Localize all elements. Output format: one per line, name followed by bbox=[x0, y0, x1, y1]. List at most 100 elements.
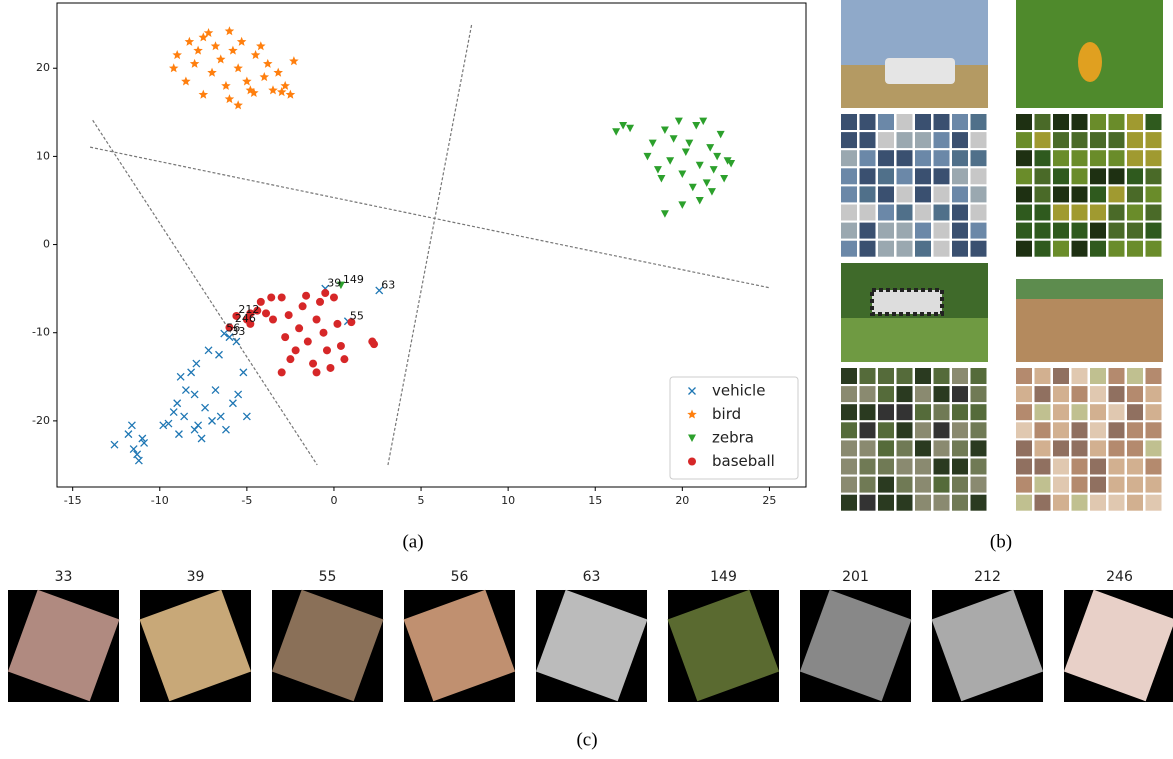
thumbnail bbox=[915, 494, 931, 511]
point bbox=[220, 329, 229, 338]
thumbnail bbox=[841, 440, 857, 457]
x-tick-label: 5 bbox=[418, 494, 425, 507]
point bbox=[262, 309, 271, 318]
point bbox=[224, 94, 235, 104]
thumbnail bbox=[915, 386, 931, 403]
point bbox=[249, 87, 259, 97]
point bbox=[263, 58, 273, 68]
thumbnail bbox=[859, 494, 876, 511]
thumbnail bbox=[859, 386, 876, 403]
thumbnail bbox=[896, 168, 913, 185]
point bbox=[159, 421, 168, 430]
thumbnail bbox=[915, 114, 931, 130]
point bbox=[375, 286, 384, 295]
thumbnail bbox=[1090, 476, 1106, 493]
thumbnail bbox=[1090, 368, 1106, 384]
thumbnail bbox=[970, 476, 987, 493]
thumbnail bbox=[859, 476, 876, 493]
thumbnail bbox=[1016, 114, 1032, 130]
point bbox=[626, 124, 635, 133]
thumbnail bbox=[878, 132, 894, 149]
point bbox=[256, 297, 265, 306]
point bbox=[242, 76, 252, 86]
thumbnail bbox=[1071, 386, 1088, 403]
thumbnail bbox=[841, 404, 857, 421]
point bbox=[660, 210, 669, 218]
thumbnail bbox=[1127, 368, 1143, 384]
point bbox=[286, 355, 295, 364]
thumbnail bbox=[1053, 440, 1069, 457]
point bbox=[215, 54, 226, 64]
point bbox=[164, 419, 173, 428]
thumbnail bbox=[952, 204, 968, 221]
point bbox=[336, 281, 345, 290]
thumbnail bbox=[1108, 204, 1125, 221]
thumbnail bbox=[1127, 422, 1143, 439]
thumbnail bbox=[1034, 222, 1051, 239]
thumbnail bbox=[841, 458, 857, 475]
point bbox=[268, 85, 278, 95]
thumbnail bbox=[896, 458, 913, 475]
point bbox=[234, 390, 243, 399]
thumbnail bbox=[933, 114, 950, 130]
thumbnail bbox=[1016, 368, 1032, 384]
point bbox=[340, 355, 349, 364]
point bbox=[236, 36, 247, 46]
thumbnail bbox=[970, 240, 987, 257]
thumbnail bbox=[1053, 114, 1069, 130]
point bbox=[190, 390, 199, 399]
point bbox=[285, 89, 296, 99]
point bbox=[232, 337, 241, 346]
point bbox=[181, 386, 190, 394]
thumbnail bbox=[896, 476, 913, 493]
thumbnail bbox=[970, 386, 987, 403]
thumbnail bbox=[1127, 222, 1143, 239]
thumbnail bbox=[1071, 422, 1088, 439]
thumbnail bbox=[970, 168, 987, 185]
thumbnail bbox=[1071, 494, 1088, 511]
thumbnail bbox=[1016, 422, 1032, 439]
thumbnail bbox=[1053, 222, 1069, 239]
crop-image bbox=[139, 589, 252, 702]
point bbox=[197, 434, 206, 443]
thumbnail bbox=[933, 168, 950, 185]
thumbnail bbox=[1071, 240, 1088, 257]
thumbnail bbox=[1016, 186, 1032, 203]
point bbox=[653, 166, 662, 174]
thumbnail bbox=[1145, 186, 1162, 203]
point bbox=[189, 58, 200, 68]
crop-label: 201 bbox=[842, 569, 869, 585]
x-tick-label: -10 bbox=[151, 494, 169, 507]
legend-label: baseball bbox=[712, 452, 775, 470]
thumbnail bbox=[1127, 476, 1143, 493]
point bbox=[688, 434, 696, 442]
point bbox=[660, 126, 669, 134]
point bbox=[688, 387, 696, 395]
thumbnail bbox=[1053, 204, 1069, 221]
crop-label: 39 bbox=[187, 569, 205, 585]
thumbnail bbox=[841, 150, 857, 167]
annotation: 56 bbox=[226, 322, 240, 335]
point bbox=[225, 333, 234, 342]
thumbnail bbox=[1071, 222, 1088, 239]
annotation: 39 bbox=[327, 277, 341, 290]
thumbnail bbox=[915, 222, 931, 239]
thumbnail bbox=[1145, 222, 1162, 239]
crop-image bbox=[271, 589, 384, 702]
thumbnail bbox=[1053, 422, 1069, 439]
thumbnail bbox=[1127, 186, 1143, 203]
thumbnail bbox=[1127, 204, 1143, 221]
thumbnail bbox=[1145, 150, 1162, 167]
annotation: 33 bbox=[231, 325, 245, 338]
point bbox=[685, 139, 694, 148]
crop-image bbox=[799, 589, 912, 702]
thumbnail bbox=[933, 386, 950, 403]
point bbox=[321, 289, 330, 298]
thumbnail bbox=[933, 204, 950, 221]
thumbnail bbox=[933, 476, 950, 493]
point bbox=[284, 311, 293, 320]
thumbnail bbox=[970, 204, 987, 221]
point bbox=[277, 293, 286, 302]
thumbnail bbox=[952, 476, 968, 493]
thumbnail bbox=[1071, 458, 1088, 475]
